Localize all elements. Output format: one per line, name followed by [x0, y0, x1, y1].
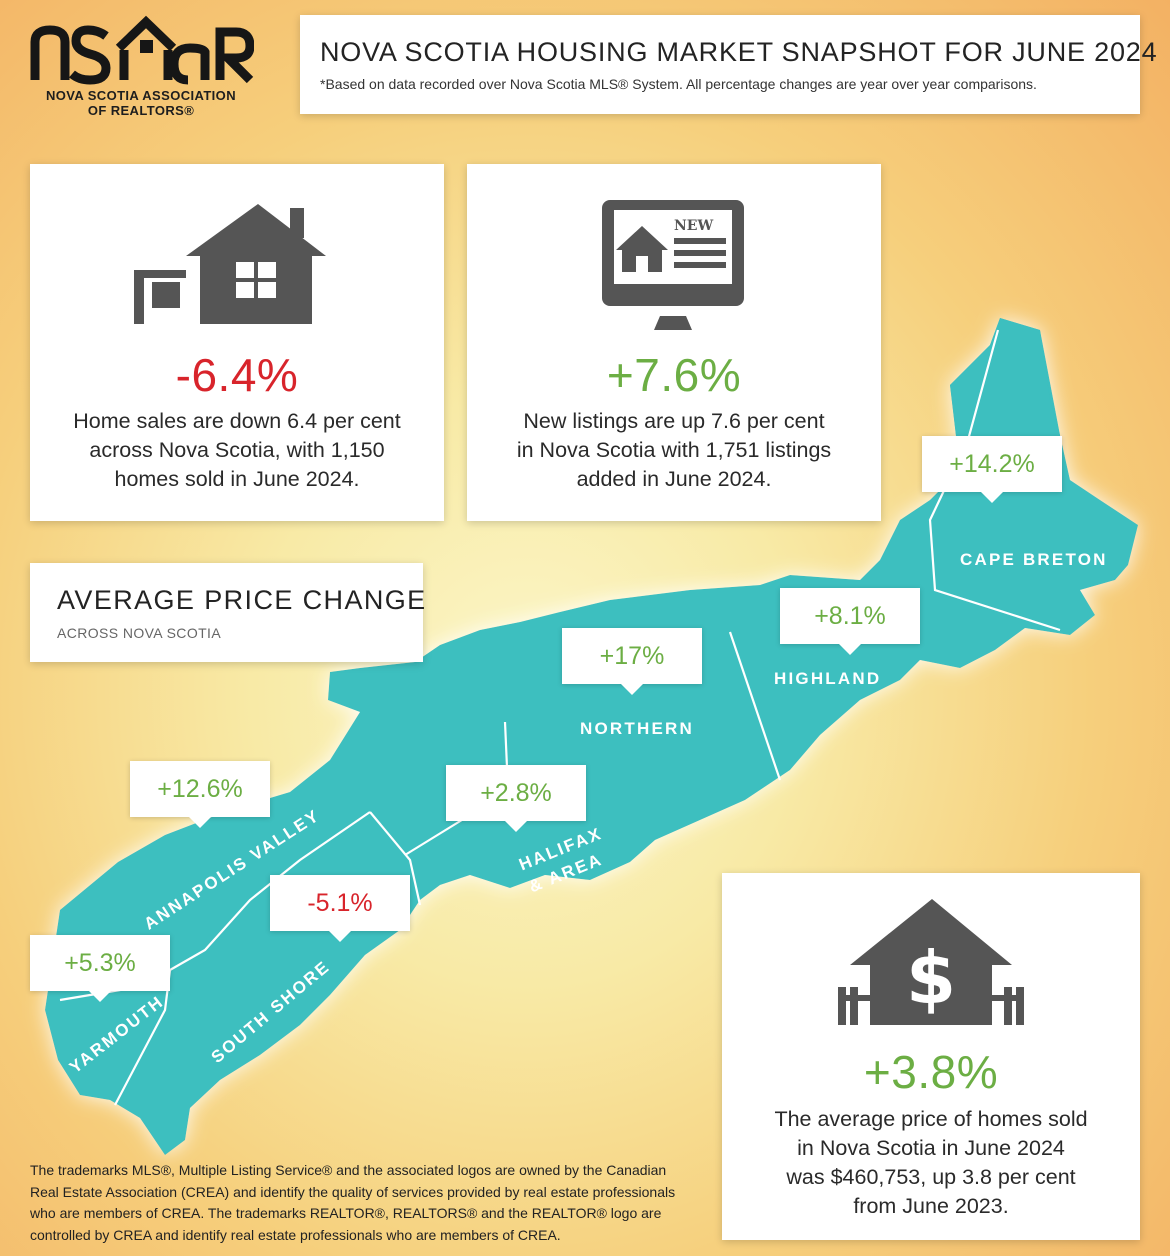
price-change-title: AVERAGE PRICE CHANGE: [57, 585, 427, 615]
highland-change: +8.1%: [780, 588, 920, 655]
listings-stat: +7.6%: [606, 349, 742, 401]
average-price-desc-3: was $460,753, up 3.8 per cent: [786, 1165, 1076, 1189]
house-for-sale-icon: [134, 204, 326, 324]
average-price-stat: +3.8%: [863, 1046, 999, 1098]
sales-stat: -6.4%: [175, 349, 299, 401]
listings-desc-2: in Nova Scotia with 1,751 listings: [516, 438, 832, 462]
trademark-footer: The trademarks MLS®, Multiple Listing Se…: [30, 1160, 720, 1246]
average-price-card: $ +3.8% The average price of homes sold …: [722, 873, 1140, 1240]
average-price-desc-4: from June 2023.: [853, 1194, 1009, 1218]
footer-line-1: The trademarks MLS®, Multiple Listing Se…: [30, 1162, 667, 1178]
south-shore-change: -5.1%: [270, 875, 410, 942]
new-badge-text: NEW: [674, 218, 713, 234]
page-title: NOVA SCOTIA HOUSING MARKET SNAPSHOT FOR …: [320, 37, 1158, 67]
average-price-change-card: AVERAGE PRICE CHANGE ACROSS NOVA SCOTIA: [30, 563, 425, 662]
annapolis-valley-change: +12.6%: [130, 761, 270, 828]
nsar-wordmark-icon: [30, 15, 254, 85]
header-card: NOVA SCOTIA HOUSING MARKET SNAPSHOT FOR …: [300, 15, 1157, 114]
sales-desc-1: Home sales are down 6.4 per cent: [73, 409, 401, 433]
page-subtitle: *Based on data recorded over Nova Scotia…: [320, 76, 1037, 92]
halifax-change: +2.8%: [446, 765, 586, 832]
yarmouth-change: +5.3%: [30, 935, 170, 1002]
house-dollar-icon: $: [838, 899, 1024, 1025]
listings-desc-3: added in June 2024.: [576, 467, 772, 491]
price-change-subtitle: ACROSS NOVA SCOTIA: [57, 625, 222, 641]
nsar-logo: NOVA SCOTIA ASSOCIATION OF REALTORS®: [28, 8, 268, 128]
footer-line-2: Real Estate Association (CREA) and ident…: [30, 1183, 676, 1200]
northern-change: +17%: [562, 628, 702, 695]
footer-line-3: who are members of CREA. The trademarks …: [30, 1205, 662, 1221]
logo-line-1: NOVA SCOTIA ASSOCIATION: [45, 88, 236, 103]
cape-breton-change: +14.2%: [922, 436, 1062, 503]
new-listings-card: NEW +7.6% New listings are up 7.6 per ce…: [467, 164, 881, 521]
home-sales-card: -6.4% Home sales are down 6.4 per cent a…: [30, 164, 444, 521]
highland-label: HIGHLAND: [774, 669, 882, 688]
average-price-desc-1: The average price of homes sold: [774, 1107, 1088, 1131]
sales-desc-2: across Nova Scotia, with 1,150: [89, 438, 385, 462]
map-landmass: [45, 318, 1138, 1155]
svg-text:$: $: [906, 936, 956, 1020]
monitor-new-listing-icon: NEW: [602, 200, 744, 330]
northern-label: NORTHERN: [580, 719, 694, 738]
sales-desc-3: homes sold in June 2024.: [114, 467, 360, 491]
listings-desc-1: New listings are up 7.6 per cent: [523, 409, 825, 433]
average-price-desc-2: in Nova Scotia in June 2024: [797, 1136, 1065, 1160]
logo-line-2: OF REALTORS®: [87, 103, 195, 118]
cape-breton-label: CAPE BRETON: [960, 550, 1108, 569]
footer-line-4: controlled by CREA and identify real est…: [30, 1226, 561, 1243]
